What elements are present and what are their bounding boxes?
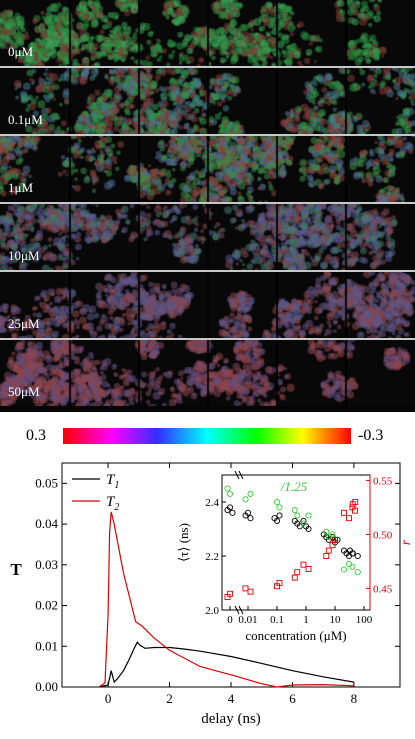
inset-point [341, 509, 347, 516]
inset-point [227, 590, 233, 597]
colorbar: 0.3 -0.3 [0, 420, 415, 450]
image-row: 1μM [0, 136, 415, 202]
row-separator [0, 270, 415, 272]
inset-point [224, 485, 231, 492]
x-axis-label: delay (ns) [201, 711, 261, 727]
inset-point [352, 507, 358, 514]
inset-chart: 0 0.01 0.1 1 10 100 2.0 2.2 2.4 0.45 0.50 0.55/1.25… [176, 470, 414, 643]
inset-point [300, 520, 307, 527]
y-tick-label: 0.03 [35, 557, 58, 572]
inset-point [305, 512, 312, 519]
y-tick-label: 0.02 [35, 598, 58, 613]
image-row: 50μM [0, 340, 415, 406]
series-line-2 [98, 511, 354, 688]
inset-point [332, 536, 338, 543]
inset-x-tick-label: 100 [356, 614, 373, 626]
main-chart: 0 2 4 6 8 0.00 0.01 0.02 0.03 0.04 0.05 delay (ns) T… [10, 462, 414, 727]
inset-point [276, 512, 283, 519]
inset-x-axis-label: concentration (μM) [245, 628, 346, 643]
inset-point [247, 588, 254, 595]
y-tick-label: 0.01 [35, 638, 58, 653]
inset-point [294, 569, 301, 576]
inset-axis-break [234, 470, 240, 480]
inset-y2-tick-label: 0.55 [373, 475, 393, 487]
inset-point [300, 517, 307, 524]
concentration-label: 50μM [8, 384, 40, 399]
y-axis-label: T [10, 560, 22, 579]
inset-y2-axis-label: r [399, 539, 414, 545]
inset-axis-break [238, 470, 244, 480]
inset-point [247, 515, 254, 522]
image-row: 10μM [0, 204, 415, 270]
inset-x-tick-label: 0.1 [270, 614, 284, 626]
x-tick-label: 4 [228, 691, 235, 706]
inset-point [273, 498, 281, 506]
row-separator [0, 202, 415, 204]
x-tick-label: 8 [351, 691, 358, 706]
colorbar-left-label: 0.3 [26, 427, 46, 444]
series-line-1 [98, 641, 355, 688]
inset-x-tick-label: 0 [227, 614, 233, 626]
image-row: 0μM [0, 0, 415, 66]
legend-label: T1 [106, 472, 119, 491]
y-tick-label: 0.04 [35, 516, 58, 531]
row-separator [0, 66, 415, 68]
inset-point [349, 550, 356, 557]
inset-point [276, 504, 283, 511]
inset-point [346, 515, 352, 522]
inset-y2-tick-label: 0.50 [373, 529, 393, 541]
inset-y-axis-label: ⟨τ⟩ (ns) [176, 523, 191, 562]
inset-point [354, 552, 361, 560]
inset-point [273, 517, 281, 524]
inset-x-tick-label: 0.01 [238, 614, 257, 626]
inset-point [294, 512, 301, 519]
image-row: 0.1μM [0, 68, 415, 134]
inset-point [323, 528, 330, 535]
inset-point [305, 566, 312, 572]
row-separator [0, 338, 415, 340]
y-tick-label: 0.05 [35, 475, 58, 490]
inset-point [300, 561, 307, 568]
image-row: 25μM [0, 272, 415, 338]
inset-y-tick-label: 2.0 [205, 605, 219, 617]
concentration-label: 1μM [8, 180, 34, 195]
y-tick-label: 0.00 [35, 679, 58, 694]
inset-y-tick-label: 2.4 [205, 497, 219, 509]
inset-point [229, 509, 236, 516]
inset-y2-tick-label: 0.45 [373, 583, 393, 595]
microscopy-image-grid: 0μM 0.1μM 1μM 10μM 25μM 50μM [0, 0, 415, 412]
inset-point [244, 509, 252, 516]
colorbar-right-label: -0.3 [358, 427, 384, 444]
inset-y-tick-label: 2.2 [205, 551, 219, 563]
inset-point [226, 490, 234, 497]
inset-point [291, 507, 298, 514]
concentration-label: 25μM [8, 316, 40, 331]
inset-point [242, 496, 249, 503]
row-separator [0, 134, 415, 136]
concentration-label: 0.1μM [8, 112, 43, 127]
inset-axis-break [234, 605, 240, 615]
inset-point [325, 547, 332, 554]
inset-point [349, 563, 356, 570]
inset-point [305, 525, 312, 533]
inset-axis-break [238, 605, 244, 615]
inset-point [276, 580, 283, 586]
inset-point [354, 569, 361, 576]
colorbar-gradient [63, 428, 351, 444]
concentration-label: 10μM [8, 248, 40, 263]
x-tick-label: 2 [166, 691, 173, 706]
x-tick-label: 0 [105, 691, 112, 706]
inset-point [226, 504, 234, 511]
inset-annotation: /1.25 [280, 479, 308, 494]
inset-point [352, 499, 359, 505]
inset-x-tick-label: 1 [303, 614, 309, 626]
x-tick-label: 6 [289, 691, 296, 706]
inset-point [242, 585, 249, 592]
concentration-label: 0μM [8, 44, 34, 59]
inset-frame [221, 474, 371, 611]
inset-point [247, 490, 254, 497]
inset-x-tick-label: 10 [330, 614, 342, 626]
inset-point [340, 566, 348, 573]
legend-label: T2 [106, 494, 119, 513]
